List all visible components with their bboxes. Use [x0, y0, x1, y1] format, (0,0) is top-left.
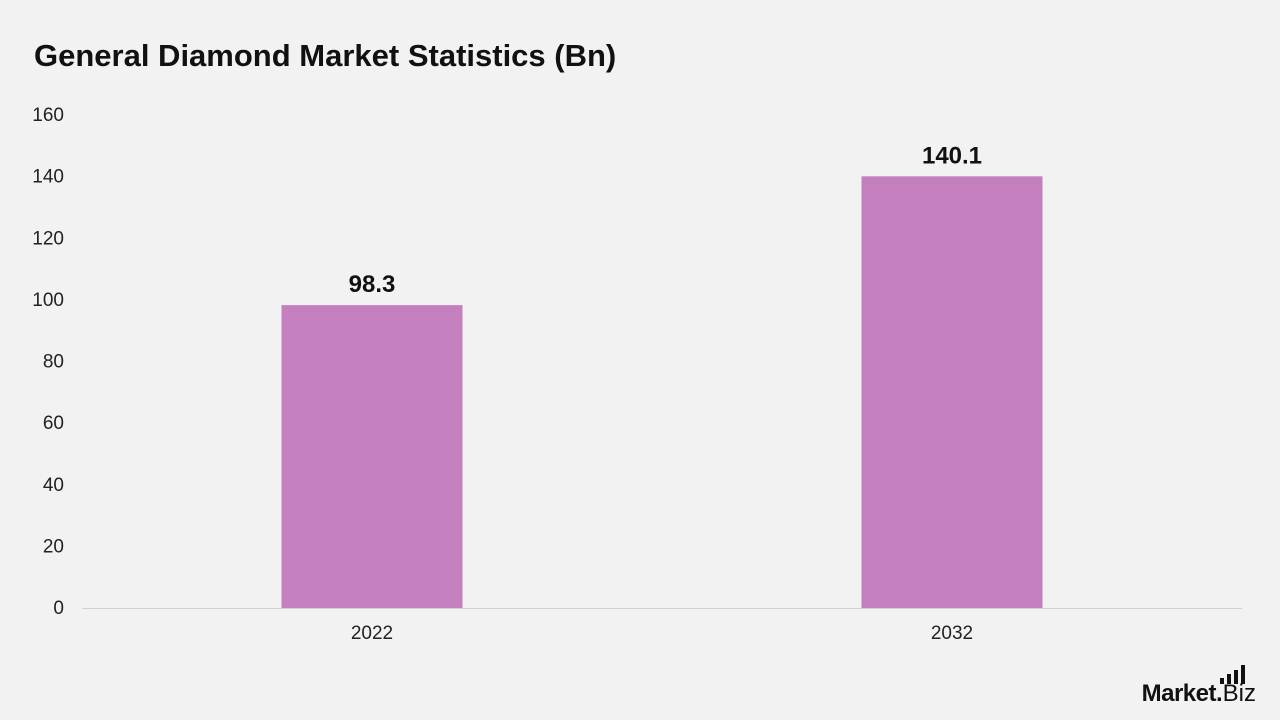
bars	[281, 176, 1043, 608]
bar-2022	[281, 305, 463, 608]
y-tick-label: 20	[43, 536, 64, 557]
data-label-2032: 140.1	[922, 142, 982, 169]
data-labels: 98.3 140.1	[349, 142, 982, 298]
x-axis-labels: 2022 2032	[351, 623, 973, 644]
data-label-2022: 98.3	[349, 271, 396, 298]
chart-title: General Diamond Market Statistics (Bn)	[34, 38, 617, 73]
y-tick-label: 100	[32, 290, 64, 311]
bar-2032	[861, 176, 1043, 608]
logo-dot: .	[1215, 680, 1223, 707]
y-tick-label: 80	[43, 352, 64, 373]
brand-logo: Market . Biz	[1141, 665, 1256, 707]
x-tick-label: 2022	[351, 623, 393, 644]
x-tick-label: 2032	[931, 623, 973, 644]
logo-text-suffix: Biz	[1222, 680, 1256, 707]
y-tick-label: 140	[32, 167, 64, 188]
y-tick-label: 60	[43, 413, 64, 434]
logo-text-main: Market	[1141, 680, 1217, 707]
y-tick-label: 160	[32, 105, 64, 126]
y-tick-label: 120	[32, 228, 64, 249]
y-axis-ticks: 0 20 40 60 80 100 120 140 160	[32, 105, 64, 619]
y-tick-label: 40	[43, 475, 64, 496]
y-tick-label: 0	[53, 598, 64, 619]
